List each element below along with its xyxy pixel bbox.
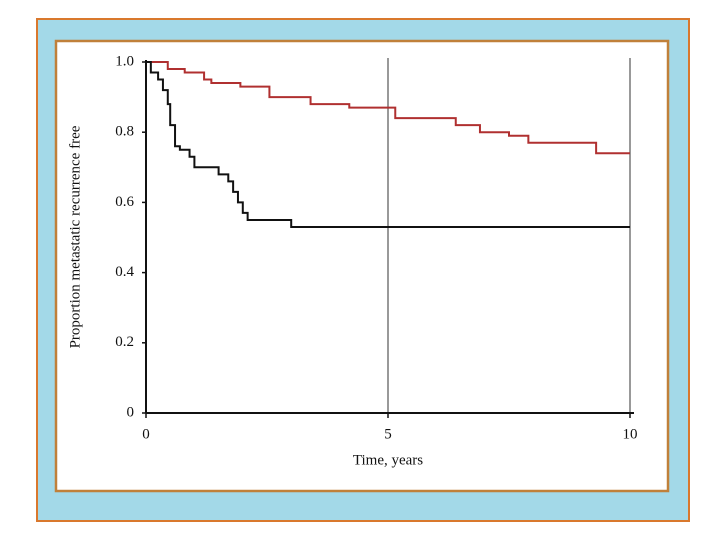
- x-tick-label: 5: [384, 426, 392, 442]
- y-tick-label: 0.4: [115, 264, 134, 280]
- y-tick-label: 1.0: [115, 53, 134, 69]
- y-tick-label: 0: [127, 404, 135, 420]
- x-tick-label: 0: [142, 426, 150, 442]
- x-tick-label: 10: [623, 426, 638, 442]
- y-tick-label: 0.8: [115, 124, 134, 140]
- inner-frame: [54, 39, 670, 493]
- x-axis-label: Time, years: [353, 452, 423, 468]
- y-tick-label: 0.6: [115, 194, 134, 210]
- survival-curve: [146, 61, 630, 228]
- y-axis-label: Proportion metastatic recurrence free: [67, 125, 83, 348]
- y-tick-label: 0.2: [115, 334, 134, 350]
- survival-curve: [146, 61, 630, 155]
